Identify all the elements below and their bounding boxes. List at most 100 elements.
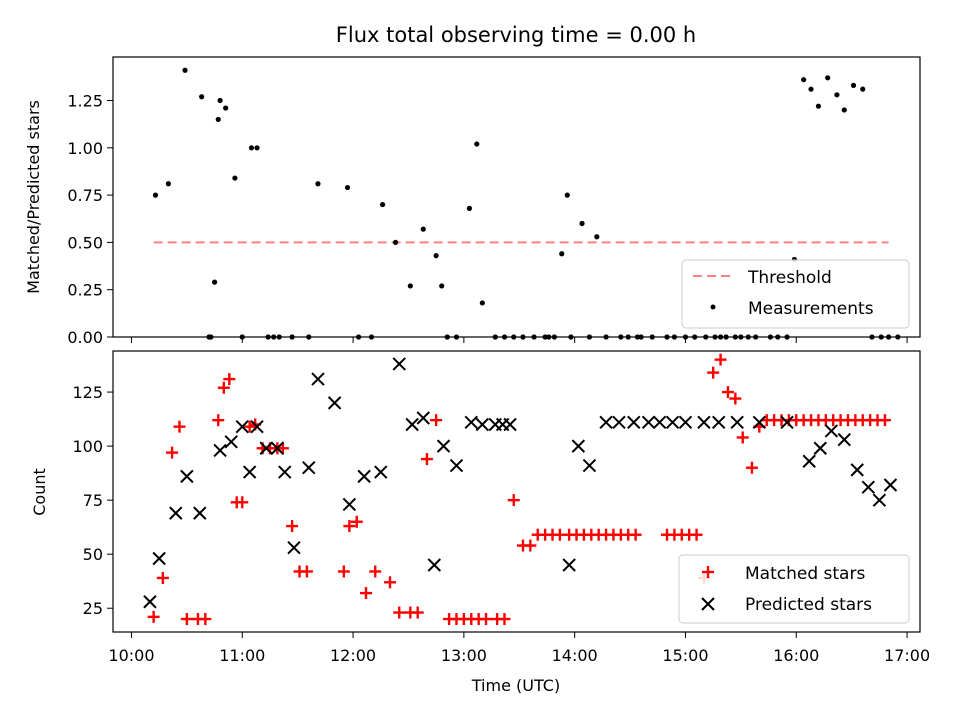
- predicted-star-point: [242, 465, 257, 479]
- measurement-point: [439, 283, 445, 289]
- measurement-point: [199, 94, 205, 100]
- measurement-point: [618, 334, 624, 340]
- predicted-star-point: [392, 357, 406, 371]
- measurement-point: [474, 141, 480, 147]
- predicted-star-point: [213, 443, 227, 458]
- ratio-y-axis-label: Matched/Predicted stars: [24, 100, 43, 294]
- predicted-star-point: [464, 415, 478, 430]
- count-y-tick-label: 75: [83, 491, 103, 510]
- matched-star-point: [180, 613, 193, 626]
- count-x-tick-label: 16:00: [773, 646, 819, 665]
- predicted-star-point: [475, 417, 490, 432]
- measurement-point: [368, 334, 375, 340]
- predicted-star-point: [712, 415, 726, 430]
- matched-star-point: [393, 606, 406, 619]
- predicted-star-point: [374, 465, 388, 479]
- ratio-plot-frame: [112, 56, 921, 338]
- legend-predicted-label: Predicted stars: [745, 595, 872, 615]
- measurement-point: [603, 334, 609, 340]
- predicted-star-point: [802, 454, 816, 468]
- count-x-tick-label: 12:00: [330, 646, 376, 665]
- matched-star-point: [369, 565, 382, 578]
- predicted-star-point: [652, 415, 667, 430]
- ratio-panel: 0.00 0.25 0.50 0.75 1.00 1.25 Matched/Predict…: [24, 56, 921, 347]
- measurement-point: [834, 92, 840, 98]
- count-y-ticks: 25 50 75 100 125: [72, 383, 113, 618]
- measurement-point: [878, 334, 884, 340]
- measurement-point: [775, 334, 781, 340]
- matched-star-point: [286, 520, 299, 533]
- predicted-star-point: [503, 417, 517, 432]
- measurement-point: [501, 334, 508, 340]
- measurement-point: [682, 334, 689, 340]
- predicted-star-point: [416, 411, 430, 425]
- predicted-star-point: [780, 415, 794, 430]
- legend-predicted-swatch: [701, 597, 715, 611]
- measurement-point: [551, 334, 557, 340]
- count-x-tick-label: 17:00: [884, 646, 930, 665]
- predicted-star-point: [327, 396, 342, 410]
- matched-star-point: [707, 366, 720, 379]
- measurement-point: [217, 97, 223, 104]
- predicted-star-point: [730, 415, 744, 430]
- count-x-tick-label: 14:00: [552, 646, 598, 665]
- measurement-point: [265, 334, 271, 340]
- measurement-point: [753, 334, 759, 340]
- matched-star-point: [147, 610, 160, 623]
- measurement-point: [479, 300, 485, 306]
- measurement-point: [254, 145, 260, 151]
- matched-star-point: [690, 528, 703, 541]
- legend-matched-label: Matched stars: [745, 564, 865, 584]
- matched-star-point: [411, 606, 424, 619]
- predicted-star-point: [259, 441, 273, 455]
- measurement-point: [420, 226, 426, 232]
- matched-star-point: [173, 420, 186, 433]
- measurement-point: [671, 334, 677, 340]
- matched-star-point: [736, 431, 749, 444]
- measurement-point: [232, 175, 238, 181]
- measurement-point: [407, 283, 413, 289]
- matched-star-point: [359, 587, 372, 600]
- measurement-point: [649, 334, 655, 340]
- measurement-point: [223, 105, 229, 111]
- measurement-point: [815, 103, 822, 109]
- matched-star-point: [629, 528, 642, 541]
- count-panel: 25 50 75 100 125 10:00 11:00 12:00 13:00 14:00 15…: [30, 350, 930, 695]
- measurement-point: [717, 334, 724, 340]
- measurement-point: [152, 192, 159, 198]
- measurement-point: [664, 334, 670, 340]
- predicted-star-point: [193, 506, 207, 520]
- count-y-tick-label: 100: [72, 437, 103, 456]
- matched-star-point: [430, 414, 443, 427]
- count-x-tick-label: 15:00: [662, 646, 708, 665]
- predicted-star-point: [562, 558, 576, 572]
- chart-title: Flux total observing time = 0.00 h: [336, 23, 696, 47]
- count-x-tick-label: 11:00: [219, 646, 265, 665]
- ratio-y-tick-label: 1.00: [67, 139, 103, 158]
- measurement-point: [520, 334, 526, 340]
- matched-star-point: [337, 565, 350, 578]
- ratio-y-ticks: 0.00 0.25 0.50 0.75 1.00 1.25: [67, 92, 113, 347]
- predicted-star-point: [678, 415, 693, 430]
- matched-star-point: [199, 613, 212, 626]
- measurement-point: [586, 334, 593, 340]
- predicted-star-point: [665, 415, 680, 430]
- predicted-star-point: [627, 415, 641, 430]
- predicted-star-point: [357, 469, 371, 484]
- measurement-point: [208, 334, 214, 340]
- measurement-point: [732, 334, 738, 340]
- predicted-star-point: [599, 415, 613, 430]
- count-plot-frame: [112, 350, 921, 633]
- measurement-point: [712, 334, 718, 340]
- ratio-legend-box: [681, 259, 910, 329]
- predicted-star-point: [641, 415, 656, 430]
- measurement-point: [784, 334, 790, 340]
- predicted-star-point: [143, 595, 157, 609]
- measurement-point: [723, 334, 729, 340]
- predicted-star-point: [287, 540, 301, 555]
- measurement-point: [239, 334, 245, 340]
- measurement-point: [546, 334, 552, 340]
- measurement-point: [594, 234, 600, 240]
- ratio-y-tick-label: 0.50: [67, 233, 103, 252]
- ratio-y-tick-label: 0.25: [67, 281, 103, 300]
